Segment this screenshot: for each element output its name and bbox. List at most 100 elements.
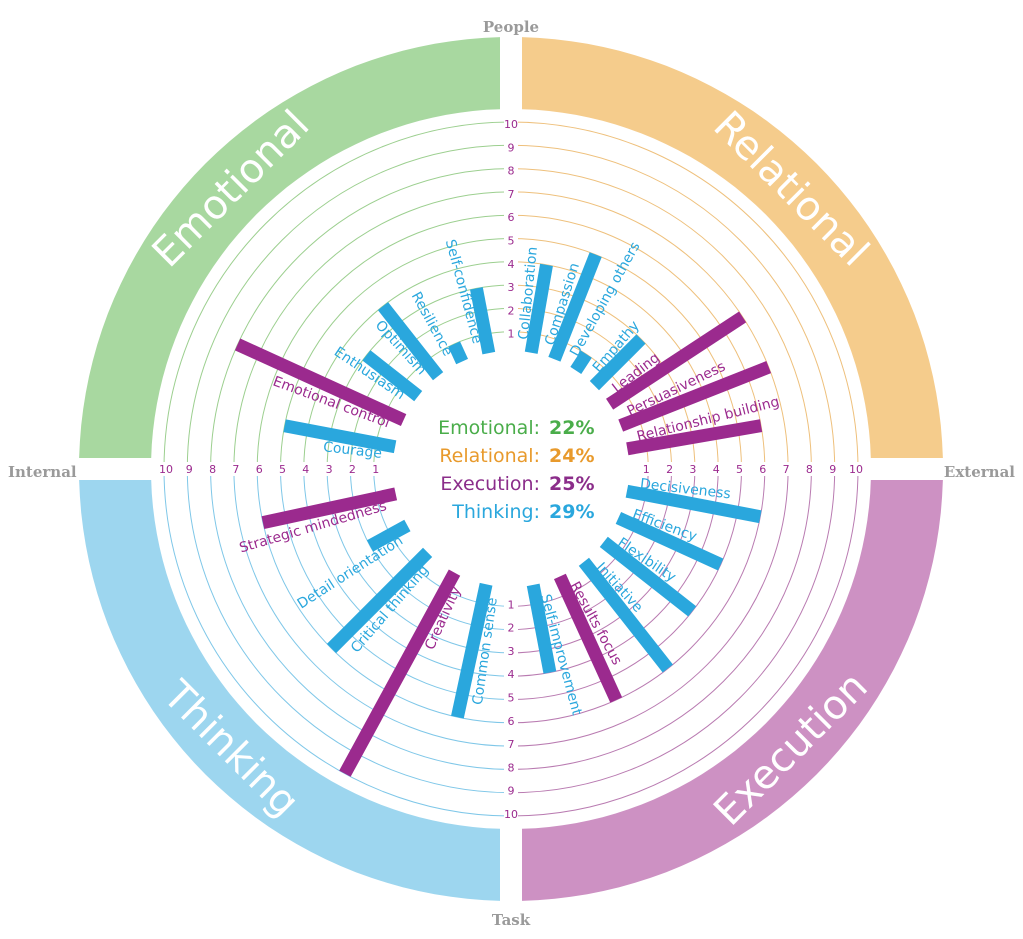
ring-5-q1 [510,238,742,470]
ring-10-q0 [163,121,512,470]
bar-common-sense [451,582,493,719]
tick-right-8: 8 [806,463,813,476]
tick-right-5: 5 [736,463,743,476]
ring-5-q2 [510,468,742,700]
bar-compassion [548,252,602,362]
tick-up-1: 1 [508,328,515,341]
tick-left-5: 5 [279,463,286,476]
band-thinking [79,480,500,901]
ring-10-q2 [510,468,859,817]
band-emotional [79,37,500,458]
bar-results-focus [553,573,623,703]
tick-up-5: 5 [508,235,515,248]
tick-right-7: 7 [783,463,790,476]
tick-down-5: 5 [508,692,515,705]
ring-6-q0 [256,214,512,470]
tick-right-2: 2 [666,463,673,476]
ring-3-q1 [510,284,696,470]
ring-7-q3 [233,468,512,747]
ring-5-q0 [280,238,512,470]
tick-left-1: 1 [372,463,379,476]
axis-label-top: People [483,18,539,36]
legend-value-emotional: 22% [549,417,594,439]
tick-down-3: 3 [508,645,515,658]
tick-down-9: 9 [508,785,515,798]
bar-strategic-mindedness [261,487,398,529]
tick-down-7: 7 [508,738,515,751]
ring-8-q2 [510,468,812,770]
band-relational [522,37,943,458]
tick-down-6: 6 [508,715,515,728]
tick-down-4: 4 [508,668,515,681]
bar-self-confidence [470,287,496,355]
tick-left-3: 3 [326,463,333,476]
axis-label-left: Internal [8,463,77,481]
tick-left-6: 6 [256,463,263,476]
band-label-execution: Execution [705,663,876,834]
center-disc [399,357,623,581]
tick-left-9: 9 [186,463,193,476]
legend-value-relational: 24% [549,445,594,467]
tick-right-9: 9 [829,463,836,476]
axis-label-right: External [944,463,1015,481]
bar-enthusiasm [362,350,423,402]
ring-9-q0 [186,144,512,470]
ring-4-q0 [303,261,512,470]
ring-7-q0 [233,191,512,470]
ring-10-q3 [163,468,512,817]
label-courage: Courage [322,439,383,462]
ring-9-q2 [510,468,836,794]
tick-left-10: 10 [159,463,173,476]
bar-initiative [578,557,673,673]
tick-left-2: 2 [349,463,356,476]
tick-up-2: 2 [508,304,515,317]
legend-value-execution: 25% [549,473,594,495]
tick-up-9: 9 [508,141,515,154]
tick-down-2: 2 [508,622,515,635]
ring-8-q1 [510,168,812,470]
tick-right-6: 6 [759,463,766,476]
band-label-emotional: Emotional [144,102,319,277]
ring-6-q1 [510,214,766,470]
tick-up-4: 4 [508,258,515,271]
band-execution [522,480,943,901]
tick-up-7: 7 [508,188,515,201]
tick-right-1: 1 [643,463,650,476]
bar-optimism [377,302,444,381]
bar-self-improvement [526,583,557,674]
bar-decisiveness [625,484,762,524]
ring-8-q3 [210,468,512,770]
legend-name-emotional: Emotional: [438,417,540,439]
center-legend: Emotional: 22% Relational: 24% Execution: 25%… [399,357,623,581]
tick-down-1: 1 [508,598,515,611]
band-label-thinking: Thinking [153,671,307,825]
ring-7-q1 [510,191,789,470]
legend-name-relational: Relational: [439,445,540,467]
tick-up-6: 6 [508,211,515,224]
bar-critical-thinking [326,547,433,654]
legend-name-execution: Execution: [440,473,540,495]
ring-9-q3 [186,468,512,794]
axis-label-bottom: Task [492,911,531,929]
bar-leading [606,311,747,410]
bars [234,252,772,777]
tick-left-7: 7 [232,463,239,476]
bar-emotional-control [234,338,407,427]
ring-tick-labels: 1 1 1 1 2 2 2 2 3 3 3 3 4 4 4 4 5 5 5 5 6 6 6 6 7 7 7 7 8 8 8 8 9 9 9 9 10 10… [159,118,863,821]
band-label-relational: Relational [705,103,878,276]
ring-4-q2 [510,468,719,677]
tick-down-8: 8 [508,761,515,774]
legend-name-thinking: Thinking: [451,501,540,523]
ring-7-q2 [510,468,789,747]
legend-value-thinking: 29% [549,501,594,523]
bar-detail-orientation [366,519,411,552]
ring-8-q0 [210,168,512,470]
ring-6-q2 [510,468,766,724]
bar-courage [283,419,397,454]
tick-left-8: 8 [209,463,216,476]
ring-9-q1 [510,144,836,470]
ring-10-q1 [510,121,859,470]
tick-up-8: 8 [508,165,515,178]
bar-empathy [589,334,646,391]
